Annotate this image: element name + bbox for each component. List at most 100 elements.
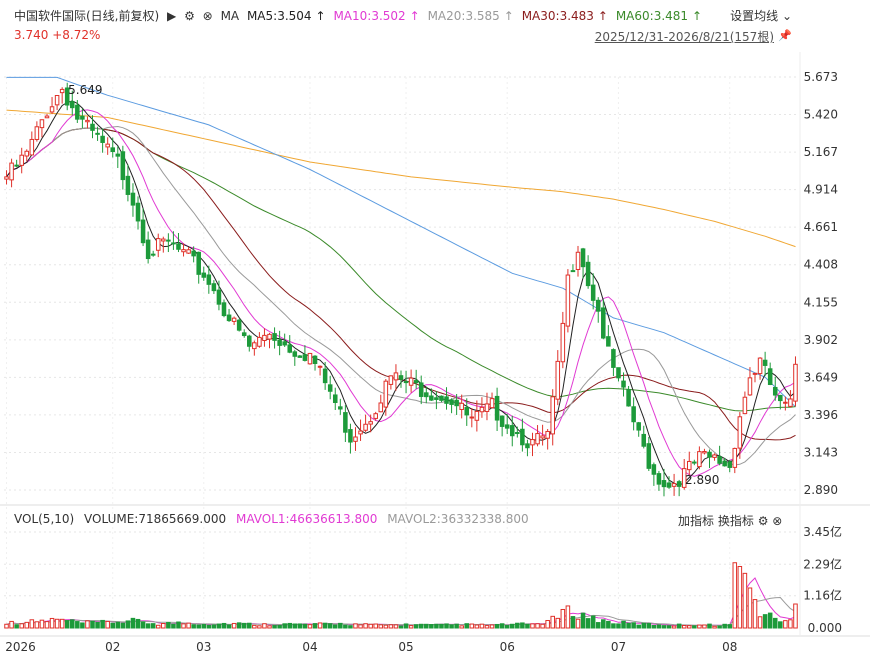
play-icon[interactable]: ▶ [167,9,177,23]
candle-body [267,333,272,340]
volume-bar [702,624,707,629]
volume-bar [424,623,429,629]
volume-bar [418,623,424,629]
settings-ma-button[interactable]: 设置均线 ⌄ [730,9,792,23]
ma10-value: MA10:3.502 [333,9,406,23]
volume-bar [403,623,409,629]
candle-body [621,380,626,388]
volume-bar [555,617,561,629]
switch-indicator-button[interactable]: 换指标 [717,514,754,528]
candle-body [666,482,672,488]
candle-body [140,219,146,244]
volume-bar [85,620,90,629]
candle-body [595,299,601,312]
price-tick-label: 3.649 [804,370,838,384]
mavol1-line [6,577,796,627]
candle-body [707,451,712,458]
volume-bar [636,624,641,629]
volume-bar [590,615,596,629]
candle-body [525,443,530,449]
candle-body [353,436,358,442]
volume-bar [697,624,702,629]
candle-body [100,135,105,143]
volume-bar [454,623,459,629]
pin-icon[interactable]: 📌 [778,29,792,42]
ma30-value: MA30:3.483 [521,9,594,23]
volume-bar [712,625,717,629]
date-range[interactable]: 2025/12/31-2026/8/21(157根) [594,30,774,44]
candle-body [717,456,722,464]
volume-bar [145,623,151,629]
volume-bar [64,620,70,629]
candle-body [206,274,212,285]
candle-body [257,336,262,347]
ma5-value: MA5:3.504 [246,9,312,23]
candle-body [201,272,207,278]
volume-bar [221,622,227,629]
candle-body [606,336,611,347]
candle-body [540,435,545,439]
time-tick-label: 06 [500,640,515,653]
candle-body [393,372,399,381]
volume-bar [44,621,50,629]
candle-body [580,248,586,268]
volume-bar [459,625,464,629]
candle-body [646,443,652,469]
volume-bar [484,625,490,629]
volume-bar [393,624,399,629]
stock-name[interactable]: 中国软件国际(日线,前复权) [14,9,160,23]
volume-bar [641,622,647,629]
volume-bar [252,624,257,629]
candle-body [413,380,419,384]
volume-bar [489,624,495,629]
candle-body [115,153,121,157]
volume-bar [140,621,146,629]
volume-bar [125,620,131,629]
candle-body [535,433,540,445]
gear-icon[interactable]: ⚙ [757,514,769,528]
volume-bar [540,623,545,629]
volume-bar [201,624,207,629]
price-change-row: 3.740 +8.72% [14,28,100,42]
volume-bar [19,623,24,629]
candle-body [702,450,707,454]
volume-bar [767,612,773,629]
volume-bar [661,625,667,629]
candle-body [616,367,621,379]
close-icon[interactable]: ⊗ [772,514,783,528]
volume-bar [312,623,318,629]
candle-body [762,359,768,366]
add-indicator-button[interactable]: 加指标 [678,514,715,528]
candle-body [489,398,495,409]
candle-body [186,249,191,254]
candle-body [636,422,641,431]
volume-bar [676,623,682,629]
volume-bar [408,625,414,629]
volume-bar [575,618,581,629]
high-annotation: 5.649 [68,83,102,97]
volume-bar [226,624,232,629]
volume-bar [717,625,722,629]
price-tick-label: 4.408 [804,258,838,272]
price-tick-label: 4.661 [804,220,838,234]
volume-bar [54,618,60,629]
candle-body [772,386,778,396]
volume-bar [707,623,712,629]
candle-body [322,368,328,384]
volume-bar [181,623,186,629]
ma-legend-row: 中国软件国际(日线,前复权) ▶ ⚙ ⊗ MA MA5:3.504 ↑ MA10:… [14,7,706,24]
candle-body [631,406,636,423]
candle-body [312,355,318,364]
candle-body [191,250,196,257]
volume-bar [14,624,19,629]
mavol2-line [6,596,796,626]
volume-bar [327,623,333,629]
candle-body [135,202,141,222]
volume-bar [479,623,485,629]
close-icon[interactable]: ⊗ [202,9,213,23]
volume-bar [732,562,738,629]
gear-icon[interactable]: ⚙ [184,9,195,23]
candle-body [120,151,126,181]
candle-body [338,406,343,410]
ma-label: MA [220,9,240,23]
